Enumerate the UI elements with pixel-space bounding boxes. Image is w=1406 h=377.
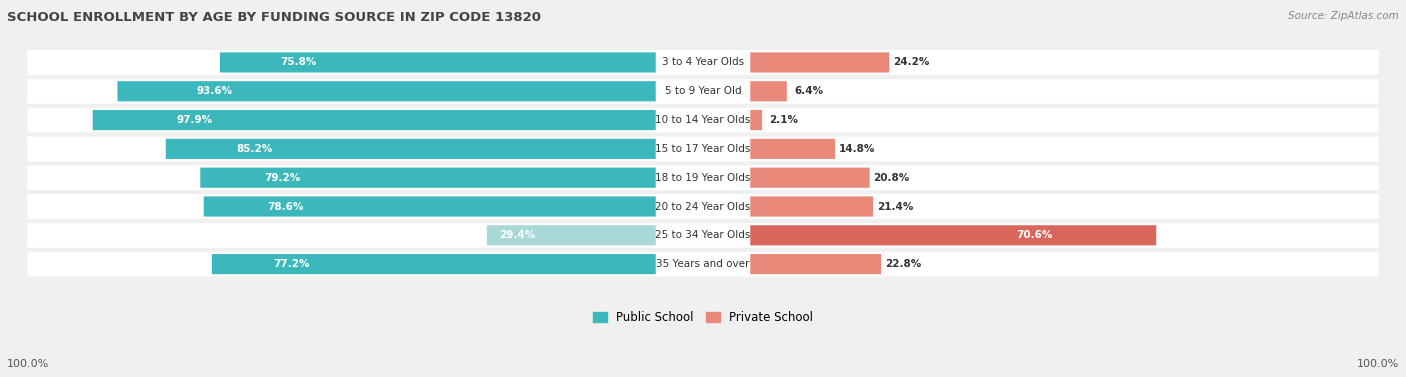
FancyBboxPatch shape	[749, 81, 787, 101]
FancyBboxPatch shape	[655, 109, 751, 131]
Text: 78.6%: 78.6%	[267, 202, 304, 211]
FancyBboxPatch shape	[655, 52, 751, 73]
Text: 5 to 9 Year Old: 5 to 9 Year Old	[665, 86, 741, 96]
FancyBboxPatch shape	[212, 254, 657, 274]
FancyBboxPatch shape	[655, 81, 751, 102]
FancyBboxPatch shape	[27, 223, 1379, 248]
FancyBboxPatch shape	[749, 196, 873, 217]
Text: 35 Years and over: 35 Years and over	[657, 259, 749, 269]
FancyBboxPatch shape	[655, 138, 751, 159]
Text: 25 to 34 Year Olds: 25 to 34 Year Olds	[655, 230, 751, 240]
FancyBboxPatch shape	[486, 225, 657, 245]
Text: 100.0%: 100.0%	[1357, 359, 1399, 369]
FancyBboxPatch shape	[655, 196, 751, 217]
Text: 79.2%: 79.2%	[264, 173, 301, 183]
FancyBboxPatch shape	[27, 79, 1379, 104]
Text: 15 to 17 Year Olds: 15 to 17 Year Olds	[655, 144, 751, 154]
FancyBboxPatch shape	[166, 139, 657, 159]
FancyBboxPatch shape	[27, 252, 1379, 276]
Text: Source: ZipAtlas.com: Source: ZipAtlas.com	[1288, 11, 1399, 21]
FancyBboxPatch shape	[749, 139, 835, 159]
FancyBboxPatch shape	[27, 108, 1379, 132]
Text: 20 to 24 Year Olds: 20 to 24 Year Olds	[655, 202, 751, 211]
FancyBboxPatch shape	[655, 225, 751, 246]
Text: 85.2%: 85.2%	[236, 144, 273, 154]
FancyBboxPatch shape	[27, 136, 1379, 161]
Text: 20.8%: 20.8%	[873, 173, 910, 183]
FancyBboxPatch shape	[27, 50, 1379, 75]
FancyBboxPatch shape	[749, 254, 882, 274]
Text: 100.0%: 100.0%	[7, 359, 49, 369]
FancyBboxPatch shape	[27, 165, 1379, 190]
Text: SCHOOL ENROLLMENT BY AGE BY FUNDING SOURCE IN ZIP CODE 13820: SCHOOL ENROLLMENT BY AGE BY FUNDING SOUR…	[7, 11, 541, 24]
Text: 70.6%: 70.6%	[1017, 230, 1053, 240]
FancyBboxPatch shape	[118, 81, 657, 101]
FancyBboxPatch shape	[655, 253, 751, 275]
Text: 3 to 4 Year Olds: 3 to 4 Year Olds	[662, 57, 744, 67]
Text: 18 to 19 Year Olds: 18 to 19 Year Olds	[655, 173, 751, 183]
Text: 97.9%: 97.9%	[176, 115, 212, 125]
Text: 6.4%: 6.4%	[794, 86, 823, 96]
Legend: Public School, Private School: Public School, Private School	[589, 307, 817, 328]
FancyBboxPatch shape	[655, 167, 751, 188]
Text: 10 to 14 Year Olds: 10 to 14 Year Olds	[655, 115, 751, 125]
Text: 77.2%: 77.2%	[274, 259, 311, 269]
Text: 29.4%: 29.4%	[499, 230, 536, 240]
Text: 93.6%: 93.6%	[197, 86, 232, 96]
FancyBboxPatch shape	[749, 52, 889, 72]
Text: 24.2%: 24.2%	[893, 57, 929, 67]
FancyBboxPatch shape	[93, 110, 657, 130]
Text: 21.4%: 21.4%	[877, 202, 912, 211]
FancyBboxPatch shape	[204, 196, 657, 217]
Text: 75.8%: 75.8%	[280, 57, 316, 67]
Text: 14.8%: 14.8%	[839, 144, 875, 154]
FancyBboxPatch shape	[200, 168, 657, 188]
FancyBboxPatch shape	[749, 110, 762, 130]
FancyBboxPatch shape	[749, 225, 1156, 245]
Text: 22.8%: 22.8%	[884, 259, 921, 269]
Text: 2.1%: 2.1%	[769, 115, 799, 125]
FancyBboxPatch shape	[27, 194, 1379, 219]
FancyBboxPatch shape	[219, 52, 657, 72]
FancyBboxPatch shape	[749, 168, 870, 188]
